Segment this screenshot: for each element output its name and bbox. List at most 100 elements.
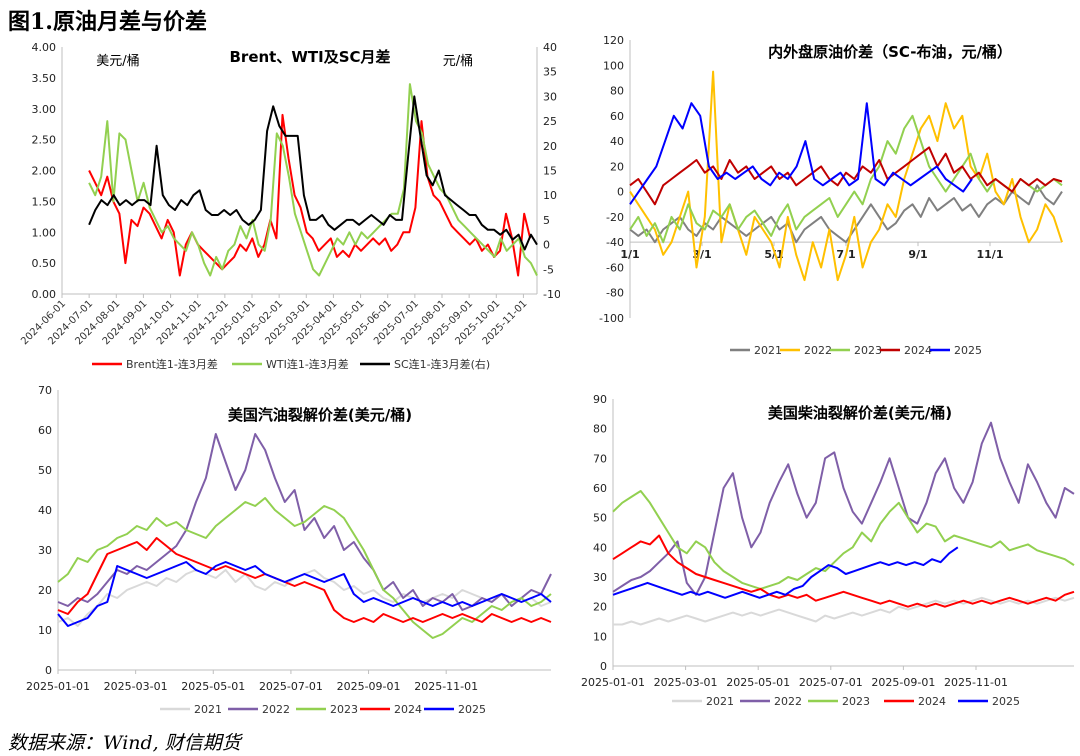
y-tick-label: 1.00 xyxy=(32,226,57,239)
source-note: 数据来源：Wind, 财信期货 xyxy=(8,732,241,754)
y-tick-label: 50 xyxy=(593,512,607,525)
y-tick-label: 60 xyxy=(38,424,52,437)
y-tick-label: 2.50 xyxy=(32,134,57,147)
y-tick-label: 0 xyxy=(600,660,607,673)
y-tick-label: 2.00 xyxy=(32,165,57,178)
series-line-2023 xyxy=(612,490,1075,590)
legend-label: 2022 xyxy=(804,344,832,357)
y-tick-label: 0 xyxy=(617,186,624,199)
y-tick-label: 0 xyxy=(45,664,52,677)
x-tick-label: 2025-01-01 xyxy=(26,680,90,693)
chart-gasoline-crack: 0 10 20 30 40 50 60 70 2025-01-01 2025-03-01 2025-… xyxy=(26,384,552,716)
legend-label: 2024 xyxy=(918,695,946,708)
y2-tick-label: 25 xyxy=(543,115,557,128)
legend-label: 2022 xyxy=(262,703,290,716)
x-tick-label: 9/1 xyxy=(908,248,927,261)
y-tick-label: -60 xyxy=(606,261,624,274)
series-line-WTI连1-连3月差 xyxy=(88,83,538,277)
y-tick-label: 60 xyxy=(593,482,607,495)
legend-label: 2021 xyxy=(754,344,782,357)
x-tick-label: 2025-07-01 xyxy=(259,680,323,693)
legend-label: 2023 xyxy=(330,703,358,716)
legend-label: 2021 xyxy=(706,695,734,708)
y2-tick-label: 5 xyxy=(543,214,550,227)
series-line-2023 xyxy=(629,114,1063,244)
x-tick-label: 5/1 xyxy=(764,248,783,261)
y-tick-label: 10 xyxy=(38,624,52,637)
y-tick-label: 60 xyxy=(610,110,624,123)
x-tick-label: 2025-07-01 xyxy=(799,676,863,689)
y-tick-label: 40 xyxy=(38,504,52,517)
x-tick-label: 2025-03-01 xyxy=(654,676,718,689)
x-tick-label: 1/1 xyxy=(620,248,639,261)
legend-label: 2025 xyxy=(992,695,1020,708)
legend-label: 2025 xyxy=(954,344,982,357)
chart-title: 内外盘原油价差（SC-布油，元/桶） xyxy=(768,43,1012,61)
y2-tick-label: 20 xyxy=(543,140,557,153)
legend-label: 2024 xyxy=(904,344,932,357)
y-tick-label: 40 xyxy=(610,135,624,148)
chart-spread: 0.00 0.50 1.00 1.50 2.00 2.50 3.00 3.50 4.00 -10 -… xyxy=(19,41,560,371)
series-line-2022 xyxy=(629,70,1063,282)
chart-title: Brent、WTI及SC月差 xyxy=(229,48,390,66)
series-line-2024 xyxy=(612,534,1075,608)
x-tick-label: 2025-05-01 xyxy=(726,676,790,689)
y2-tick-label: 10 xyxy=(543,189,557,202)
x-tick-label: 2025-03-01 xyxy=(104,680,168,693)
y-tick-label: 40 xyxy=(593,541,607,554)
series-line-2021 xyxy=(613,596,1075,626)
y2-tick-label: 15 xyxy=(543,165,557,178)
y2-tick-label: -5 xyxy=(543,263,554,276)
y-tick-label: 0.00 xyxy=(32,288,57,301)
y2-tick-label: 35 xyxy=(543,66,557,79)
series-line-2025 xyxy=(57,561,552,627)
y-tick-label: 50 xyxy=(38,464,52,477)
chart-diesel-crack: 0 10 20 30 40 50 60 70 80 90 2025-01-01 2025-03-01 2… xyxy=(581,393,1075,708)
y2-tick-label: 0 xyxy=(543,239,550,252)
y-tick-label: 20 xyxy=(610,160,624,173)
y-tick-label: 30 xyxy=(38,544,52,557)
y-tick-label: 70 xyxy=(38,384,52,397)
series-line-2022 xyxy=(612,421,1075,596)
legend-label: 2023 xyxy=(842,695,870,708)
y-tick-label: 30 xyxy=(593,571,607,584)
y-tick-label: 0.50 xyxy=(32,257,57,270)
series-line-SC连1-连3月差(右) xyxy=(88,95,538,251)
x-tick-label: 2025-11-01 xyxy=(944,676,1008,689)
y-tick-label: 1.50 xyxy=(32,195,57,208)
chart-title: 美国汽油裂解价差(美元/桶) xyxy=(228,406,412,424)
series-line-2024 xyxy=(57,537,552,623)
series-line-2024 xyxy=(629,146,1063,206)
y2-tick-label: 30 xyxy=(543,90,557,103)
y-tick-label: 80 xyxy=(593,423,607,436)
legend-label: WTI连1-连3月差 xyxy=(266,357,349,371)
right-unit-label: 元/桶 xyxy=(443,54,473,69)
y2-tick-label: 40 xyxy=(543,41,557,54)
series-line-2025 xyxy=(612,546,959,599)
x-tick-label: 2025-01-01 xyxy=(581,676,645,689)
series-line-2023 xyxy=(57,497,552,639)
y-tick-label: 70 xyxy=(593,452,607,465)
legend-label: 2021 xyxy=(194,703,222,716)
y-tick-label: 80 xyxy=(610,85,624,98)
y-tick-label: 20 xyxy=(593,601,607,614)
chart-title: 美国柴油裂解价差(美元/桶) xyxy=(768,404,952,422)
y-tick-label: 90 xyxy=(593,393,607,406)
series-line-Brent连1-连3月差 xyxy=(88,113,532,277)
y-tick-label: -80 xyxy=(606,287,624,300)
legend-label: 2022 xyxy=(774,695,802,708)
y-tick-label: -100 xyxy=(599,312,624,325)
y-tick-label: 10 xyxy=(593,630,607,643)
x-tick-label: 2025-05-01 xyxy=(181,680,245,693)
x-tick-label: 2025-11-01 xyxy=(414,680,478,693)
y-tick-label: 20 xyxy=(38,584,52,597)
y-tick-label: -20 xyxy=(606,211,624,224)
series-line-2025 xyxy=(629,102,973,205)
series-line-2022 xyxy=(57,433,552,611)
legend-label: 2023 xyxy=(854,344,882,357)
legend-label: 2024 xyxy=(394,703,422,716)
y2-tick-label: -10 xyxy=(543,288,560,301)
y-tick-label: 3.00 xyxy=(32,103,57,116)
figure-title: 图1.原油月差与价差 xyxy=(8,9,207,35)
